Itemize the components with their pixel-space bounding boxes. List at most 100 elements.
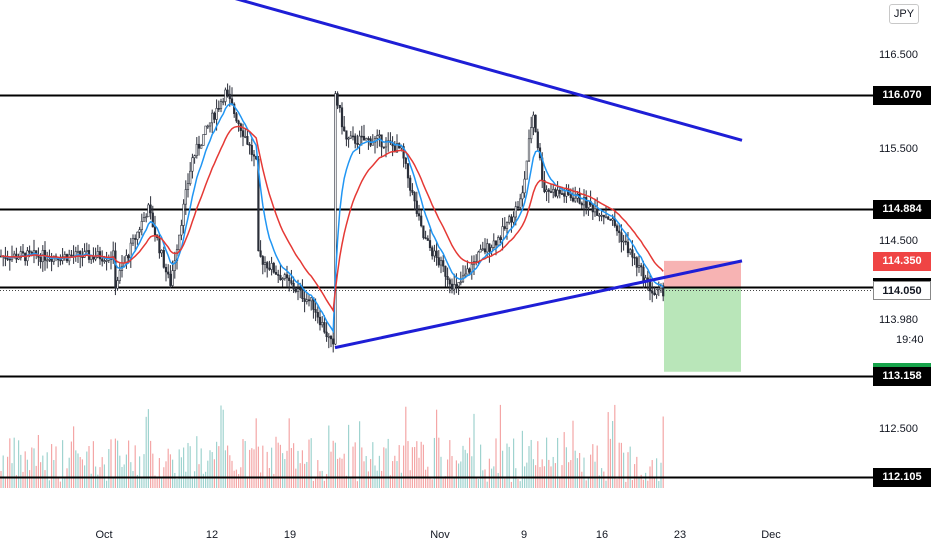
candle-body [21,251,25,254]
trendlines [225,0,743,350]
price-tick-label: 113.980 [879,314,918,326]
volume-bar [334,442,336,488]
volume-bar [552,456,554,488]
volume-bar [53,460,55,488]
volume-bar [627,452,629,488]
volume-bar [24,451,26,488]
volume-bar [598,475,600,488]
volume-bar [376,470,378,488]
volume-bar [220,405,222,488]
candle-body [437,257,440,266]
trendline-lower[interactable] [334,259,743,350]
candle-body [360,135,363,138]
candle-body [241,130,245,137]
volume-bar [141,477,143,488]
candle-body [142,217,146,222]
volume-bar [462,445,464,488]
volume-bar [521,430,523,488]
candle-body [85,250,88,252]
candle-body [598,215,601,217]
volume-bar [559,476,561,488]
volume-bar [625,481,627,488]
volume-bar [629,446,631,488]
candle-body [314,309,317,313]
candle-body [376,135,379,139]
candle-body [28,250,31,253]
candle-body [439,260,443,266]
candle-body [593,208,597,213]
volume-bar [257,446,259,488]
candle-body [596,208,599,216]
volume-bar [363,461,365,488]
candle-body [448,279,451,285]
volume-bar [433,437,435,488]
candle-body [457,282,460,287]
currency-badge[interactable]: JPY [889,4,919,24]
volume-bar [209,450,211,488]
candle-body [270,263,273,270]
candle-body [402,146,405,159]
volume-bar [79,457,81,488]
volume-bar [211,452,213,488]
candle-body [534,114,537,133]
volume-bar [11,463,13,488]
trendline-upper[interactable] [225,0,743,142]
candle-body [127,255,130,259]
take-profit-zone [664,287,741,372]
volume-bar [612,420,614,488]
volume-bar [216,441,218,488]
position-zones [664,260,741,372]
candle-body [76,250,80,253]
volume-bar [251,448,253,488]
volume-bar [449,440,451,488]
volume-bar [656,458,658,488]
candle-body [505,222,509,229]
volume-bar [97,474,99,488]
volume-bar [590,454,592,488]
volume-bar [455,460,457,488]
volume-bar [264,477,266,488]
candle-body [455,284,458,287]
volume-bar [620,442,622,488]
candle-body [191,157,194,172]
volume-bar [31,447,33,488]
candle-body [173,260,176,271]
volume-bar [299,463,301,488]
volume-bar [169,454,171,488]
candle-body [609,218,612,221]
volume-bar [348,424,350,488]
candle-body [301,288,304,299]
candle-body [501,226,504,241]
candle-body [662,285,665,297]
volume-bar [2,455,4,488]
candle-body [158,237,161,254]
candle-body [211,112,214,124]
candle-body [464,273,467,277]
volume-bar [108,449,110,488]
candle-body [527,138,531,162]
volume-bar [381,470,383,488]
candle-body [290,280,293,284]
candle-body [285,274,289,279]
volume-bar [26,459,28,488]
candle-body [499,237,502,241]
candle-body [347,137,350,140]
candle-body [585,197,588,208]
volume-bar [279,444,281,488]
candle-body [222,101,225,103]
candle-body [433,250,436,257]
volume-bar [480,444,482,488]
volume-bar [361,447,363,488]
volume-bar [330,451,332,488]
volume-bar [306,461,308,488]
volume-bar [464,449,466,488]
volume-bar [112,478,114,488]
volume-bar [213,459,215,488]
candle-body [409,177,412,191]
candle-body [351,135,355,138]
volume-bar [90,473,92,488]
time-axis[interactable] [0,522,932,550]
volume-bar [139,456,141,488]
volume-bar [345,475,347,488]
